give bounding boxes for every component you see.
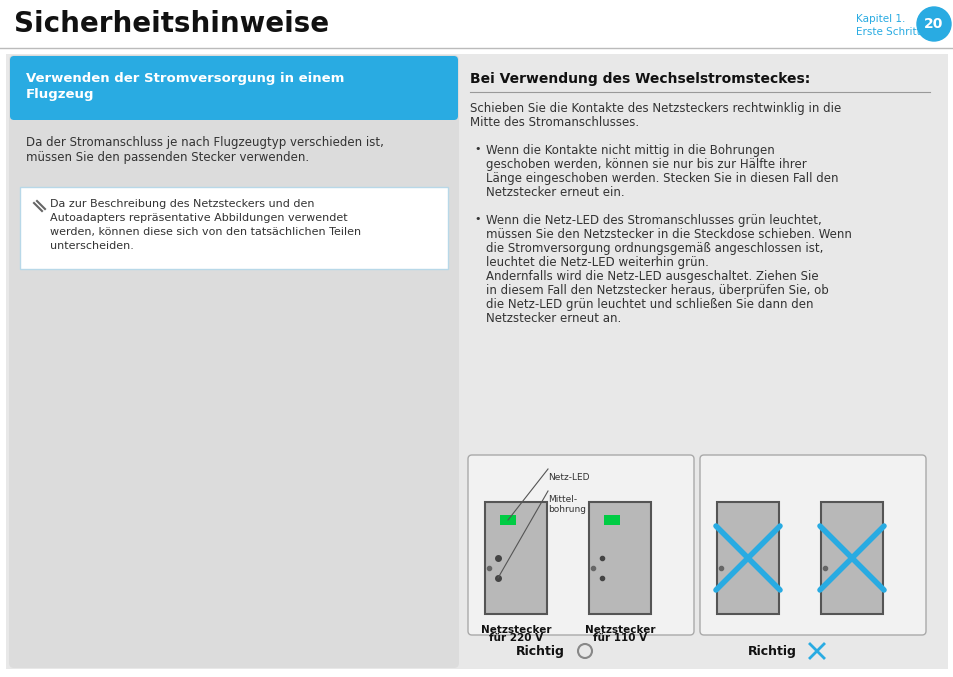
Text: für 220 V: für 220 V — [489, 633, 542, 643]
Text: Netzstecker: Netzstecker — [480, 625, 551, 635]
Circle shape — [916, 7, 950, 41]
Text: Wenn die Kontakte nicht mittig in die Bohrungen: Wenn die Kontakte nicht mittig in die Bo… — [485, 144, 774, 157]
FancyBboxPatch shape — [6, 54, 947, 669]
FancyBboxPatch shape — [484, 502, 546, 614]
FancyBboxPatch shape — [9, 55, 458, 668]
FancyBboxPatch shape — [700, 455, 925, 635]
Text: Mitte des Stromanschlusses.: Mitte des Stromanschlusses. — [470, 116, 639, 129]
Text: Andernfalls wird die Netz-LED ausgeschaltet. Ziehen Sie: Andernfalls wird die Netz-LED ausgeschal… — [485, 270, 818, 283]
Text: Netzstecker erneut ein.: Netzstecker erneut ein. — [485, 186, 624, 199]
Text: Wenn die Netz-LED des Stromanschlusses grün leuchtet,: Wenn die Netz-LED des Stromanschlusses g… — [485, 214, 821, 227]
Text: •: • — [474, 214, 480, 224]
Text: geschoben werden, können sie nur bis zur Hälfte ihrer: geschoben werden, können sie nur bis zur… — [485, 158, 806, 171]
Text: Sicherheitshinweise: Sicherheitshinweise — [14, 10, 329, 38]
Text: müssen Sie den Netzstecker in die Steckdose schieben. Wenn: müssen Sie den Netzstecker in die Steckd… — [485, 228, 851, 241]
Text: Schieben Sie die Kontakte des Netzsteckers rechtwinklig in die: Schieben Sie die Kontakte des Netzstecke… — [470, 102, 841, 115]
FancyBboxPatch shape — [499, 515, 516, 525]
Text: Netzstecker: Netzstecker — [584, 625, 655, 635]
Text: Mittel-
bohrung: Mittel- bohrung — [547, 495, 585, 515]
Text: Verwenden der Stromversorgung in einem: Verwenden der Stromversorgung in einem — [26, 72, 344, 85]
Text: werden, können diese sich von den tatsächlichen Teilen: werden, können diese sich von den tatsäc… — [50, 227, 361, 237]
Text: Da zur Beschreibung des Netzsteckers und den: Da zur Beschreibung des Netzsteckers und… — [50, 199, 314, 209]
FancyBboxPatch shape — [821, 502, 882, 614]
Text: Länge eingeschoben werden. Stecken Sie in diesen Fall den: Länge eingeschoben werden. Stecken Sie i… — [485, 172, 838, 185]
Text: Da der Stromanschluss je nach Flugzeugtyp verschieden ist,: Da der Stromanschluss je nach Flugzeugty… — [26, 136, 383, 149]
FancyBboxPatch shape — [603, 515, 619, 525]
Text: unterscheiden.: unterscheiden. — [50, 241, 133, 251]
Text: Flugzeug: Flugzeug — [26, 88, 94, 101]
Text: müssen Sie den passenden Stecker verwenden.: müssen Sie den passenden Stecker verwend… — [26, 151, 309, 164]
Text: Autoadapters repräsentative Abbildungen verwendet: Autoadapters repräsentative Abbildungen … — [50, 213, 347, 223]
Text: Netzstecker erneut an.: Netzstecker erneut an. — [485, 312, 620, 325]
Text: die Stromversorgung ordnungsgemäß angeschlossen ist,: die Stromversorgung ordnungsgemäß angesc… — [485, 242, 822, 255]
Text: Richtig: Richtig — [516, 645, 564, 657]
Text: Bei Verwendung des Wechselstromsteckes:: Bei Verwendung des Wechselstromsteckes: — [470, 72, 809, 86]
Text: Richtig: Richtig — [747, 645, 796, 657]
Text: Kapitel 1.: Kapitel 1. — [855, 14, 904, 24]
FancyBboxPatch shape — [10, 56, 457, 120]
Text: •: • — [474, 144, 480, 154]
Text: Netz-LED: Netz-LED — [547, 473, 589, 482]
FancyBboxPatch shape — [588, 502, 650, 614]
Text: Erste Schritte: Erste Schritte — [855, 27, 926, 37]
FancyBboxPatch shape — [717, 502, 779, 614]
FancyBboxPatch shape — [468, 455, 693, 635]
Text: in diesem Fall den Netzstecker heraus, überprüfen Sie, ob: in diesem Fall den Netzstecker heraus, ü… — [485, 284, 828, 297]
FancyBboxPatch shape — [20, 187, 448, 269]
Text: die Netz-LED grün leuchtet und schließen Sie dann den: die Netz-LED grün leuchtet und schließen… — [485, 298, 813, 311]
Text: leuchtet die Netz-LED weiterhin grün.: leuchtet die Netz-LED weiterhin grün. — [485, 256, 708, 269]
Text: für 110 V: für 110 V — [593, 633, 646, 643]
Text: 20: 20 — [923, 17, 943, 31]
